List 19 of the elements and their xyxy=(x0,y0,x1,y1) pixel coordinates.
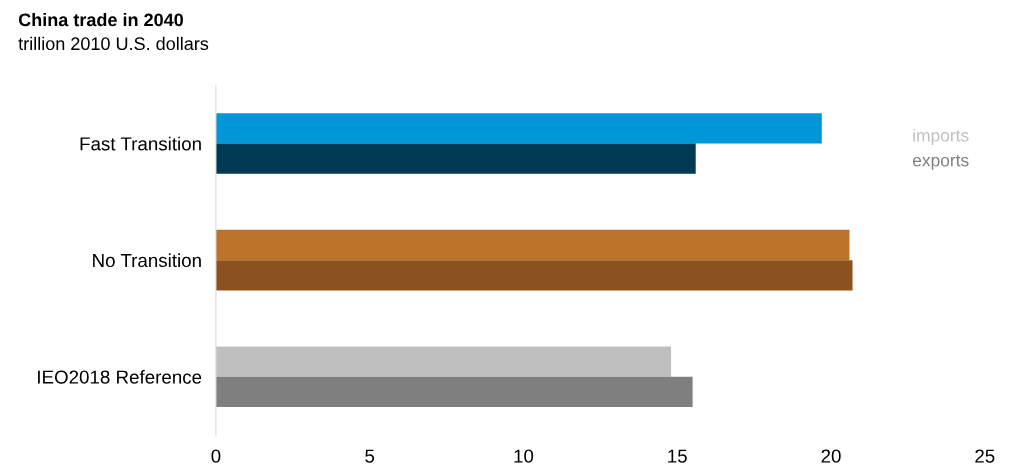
bar xyxy=(215,346,672,377)
chart-subtitle: trillion 2010 U.S. dollars xyxy=(18,36,209,51)
chart-title: China trade in 2040 xyxy=(18,13,183,27)
x-tick-label: 20 xyxy=(821,449,841,463)
y-tick-label: No Transition xyxy=(93,253,201,268)
x-tick-label: 15 xyxy=(668,449,687,463)
y-tick-label: IEO2018 Reference xyxy=(38,369,202,384)
x-tick-label: 0 xyxy=(211,449,221,463)
bar xyxy=(215,113,822,144)
bar xyxy=(215,376,693,408)
text: exports xyxy=(912,155,969,170)
x-tick-label: 10 xyxy=(514,449,534,463)
y-tick-label: Fast Transition xyxy=(80,136,201,151)
bar xyxy=(215,260,853,291)
bar xyxy=(215,229,850,261)
x-tick-label: 25 xyxy=(975,449,995,463)
bar xyxy=(215,143,696,174)
x-tick-label: 5 xyxy=(365,449,375,463)
text: imports xyxy=(913,128,969,145)
